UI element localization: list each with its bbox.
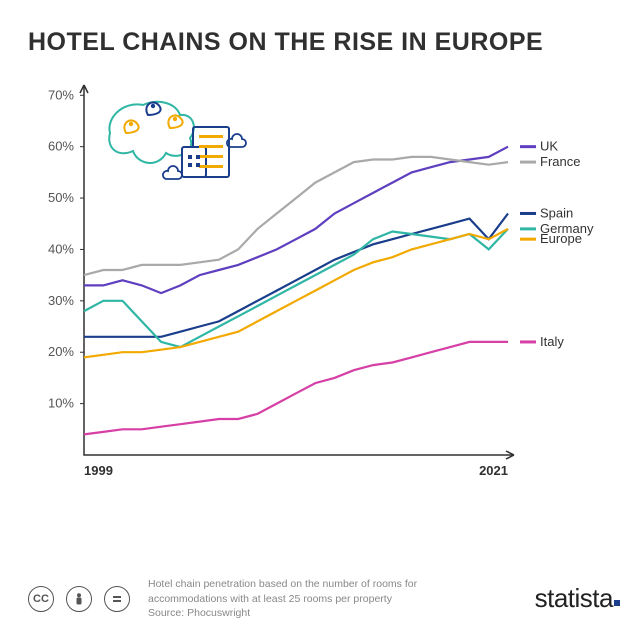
series-europe bbox=[84, 229, 508, 358]
series-italy bbox=[84, 342, 508, 435]
legend-swatch-europe bbox=[520, 237, 536, 240]
footnote: Hotel chain penetration based on the num… bbox=[148, 577, 523, 620]
legend-swatch-spain bbox=[520, 212, 536, 215]
by-icon bbox=[66, 586, 92, 612]
legend-swatch-italy bbox=[520, 340, 536, 343]
nd-icon bbox=[104, 586, 130, 612]
y-tick-label: 10% bbox=[48, 395, 74, 410]
legend-label-europe: Europe bbox=[540, 231, 582, 246]
map-hotel-icon bbox=[98, 93, 248, 193]
statista-logo: statista bbox=[535, 583, 620, 614]
page-title: HOTEL CHAINS ON THE RISE IN EUROPE bbox=[28, 28, 620, 57]
legend-label-uk: UK bbox=[540, 138, 558, 153]
y-tick-label: 40% bbox=[48, 241, 74, 256]
y-tick-label: 20% bbox=[48, 344, 74, 359]
cc-icon: CC bbox=[28, 586, 54, 612]
y-tick-label: 70% bbox=[48, 87, 74, 102]
legend-label-france: France bbox=[540, 154, 580, 169]
y-tick-label: 50% bbox=[48, 190, 74, 205]
legend-swatch-germany bbox=[520, 227, 536, 230]
x-label-end: 2021 bbox=[479, 463, 508, 478]
infographic-container: HOTEL CHAINS ON THE RISE IN EUROPE 10% 20… bbox=[0, 0, 640, 638]
legend-label-italy: Italy bbox=[540, 334, 564, 349]
chart-area: 10% 20% 30% 40% 50% 60% 70% 1999 2021 UKFrance Spa… bbox=[28, 75, 620, 495]
series-spain bbox=[84, 213, 508, 336]
y-tick-label: 60% bbox=[48, 138, 74, 153]
legend-swatch-france bbox=[520, 160, 536, 163]
legend-swatch-uk bbox=[520, 145, 536, 148]
x-label-start: 1999 bbox=[84, 463, 113, 478]
footer: CC Hotel chain penetration based on the … bbox=[28, 577, 620, 620]
brand-dot-icon bbox=[614, 600, 620, 606]
y-tick-label: 30% bbox=[48, 293, 74, 308]
legend-label-spain: Spain bbox=[540, 205, 573, 220]
